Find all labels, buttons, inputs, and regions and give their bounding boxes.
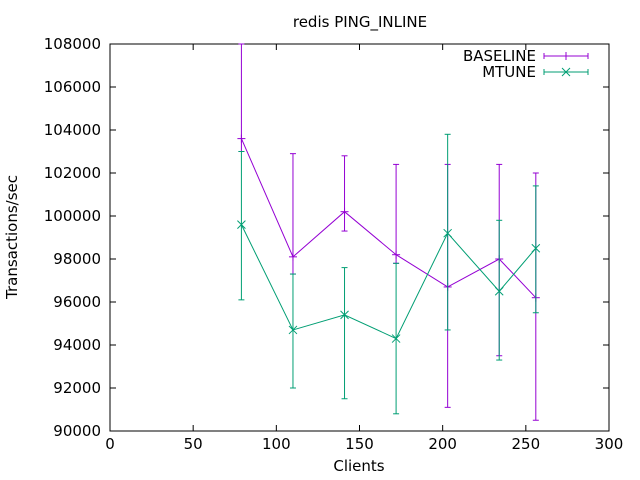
y-axis: 90000 92000 94000 96000 98000 100000 102000 104…: [44, 35, 609, 440]
series-line-mtune: [240, 224, 537, 340]
y-tick-label: 92000: [53, 379, 101, 397]
legend-entry-mtune: MTUNE: [482, 63, 589, 81]
x-tick-label: 100: [262, 435, 291, 453]
point-marker-mtune-d2: [391, 334, 401, 343]
data-point-mtune: [531, 185, 541, 314]
point-marker-mtune-d2: [531, 243, 541, 253]
data-point-baseline: [288, 153, 297, 275]
series-layer: [237, 43, 541, 421]
x-tick-label: 0: [105, 435, 115, 453]
x-tick-label: 150: [345, 435, 374, 453]
series-mtune: [237, 133, 541, 415]
data-point-mtune: [288, 273, 298, 389]
legend-label-mtune: MTUNE: [482, 63, 536, 81]
y-axis-label: Transactions/sec: [3, 175, 21, 300]
y-tick-label: 98000: [53, 250, 101, 268]
data-point-mtune: [391, 262, 401, 415]
y-tick-label: 104000: [44, 121, 101, 139]
x-tick-label: 300: [595, 435, 624, 453]
point-marker-mtune-d2: [237, 220, 246, 229]
y-tick-label: 102000: [44, 164, 101, 182]
legend-entry-baseline: BASELINE: [463, 47, 589, 65]
point-marker-mtune-d2: [340, 310, 349, 320]
data-point-baseline: [392, 163, 401, 264]
x-axis-label: Clients: [333, 457, 384, 475]
y-tick-label: 108000: [44, 35, 101, 53]
y-tick-label: 106000: [44, 78, 101, 96]
point-marker-mtune-d2: [288, 325, 298, 335]
point-marker-mtune-d2: [494, 286, 504, 296]
y-tick-label: 94000: [53, 336, 101, 354]
data-point-mtune: [494, 219, 504, 361]
data-point-baseline: [237, 43, 246, 152]
x-tick-label: 250: [512, 435, 541, 453]
data-point-mtune: [237, 151, 246, 301]
x-axis: 0 50 100 150 200 250 300: [105, 44, 623, 453]
y-tick-label: 90000: [53, 422, 101, 440]
legend-marker-mtune-d2: [561, 67, 571, 77]
data-point-mtune: [443, 133, 453, 331]
x-tick-label: 200: [428, 435, 457, 453]
x-tick-label: 50: [184, 435, 203, 453]
chart-title: redis PING_INLINE: [293, 13, 427, 32]
y-tick-label: 96000: [53, 293, 101, 311]
data-point-baseline: [340, 155, 349, 232]
y-tick-label: 100000: [44, 207, 101, 225]
point-marker-mtune-d2: [443, 228, 453, 238]
series-line-baseline: [240, 138, 537, 299]
legend-label-baseline: BASELINE: [463, 47, 536, 65]
plot-frame: [109, 43, 610, 432]
data-point-mtune: [340, 267, 349, 400]
series-baseline: [237, 43, 540, 421]
